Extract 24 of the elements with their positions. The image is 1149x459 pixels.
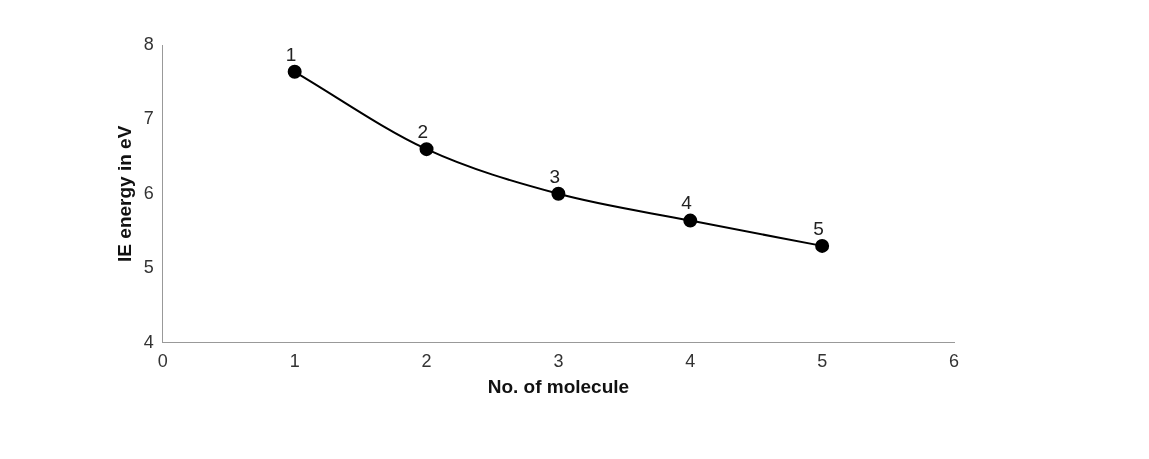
point [815, 238, 830, 253]
point [419, 142, 434, 157]
annotation: 2 [417, 120, 429, 142]
y-tick-label: 4 [143, 331, 154, 352]
x-axis-title: No. of molecule [487, 375, 630, 397]
y-tick-label: 6 [143, 182, 154, 203]
x-tick-label: 3 [553, 351, 564, 372]
x-tick-label: 4 [685, 351, 696, 372]
y-tick-label: 5 [143, 257, 154, 278]
annotation: 1 [285, 43, 297, 65]
x-tick-label: 1 [289, 351, 300, 372]
y-axis-title: IE energy in eV [113, 125, 135, 262]
annotation: 3 [549, 165, 560, 187]
point [551, 186, 566, 201]
y-tick-label: 7 [143, 108, 154, 129]
y-tick-label: 8 [143, 33, 154, 54]
point [683, 213, 698, 228]
x-tick-label: 6 [948, 351, 960, 372]
annotation: 5 [813, 217, 824, 239]
annotation: 4 [681, 192, 693, 214]
x-tick-label: 0 [157, 351, 168, 372]
x-tick-label: 2 [421, 351, 432, 372]
point [287, 64, 302, 79]
x-tick-label: 5 [817, 351, 828, 372]
